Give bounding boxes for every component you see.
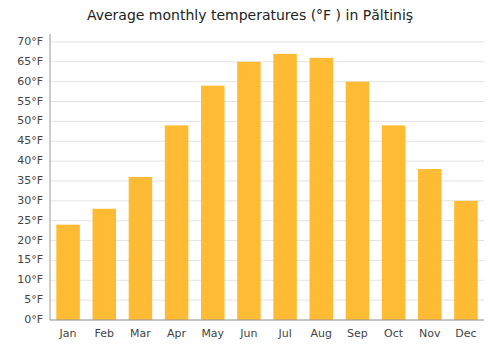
x-tick-label: Aug bbox=[311, 327, 332, 340]
x-tick-label: Jan bbox=[59, 327, 77, 340]
y-tick-label: 40°F bbox=[17, 154, 43, 167]
x-tick-label: Dec bbox=[455, 327, 476, 340]
bar bbox=[201, 86, 225, 320]
y-tick-label: 55°F bbox=[17, 95, 43, 108]
bar bbox=[273, 54, 297, 320]
x-tick-label: May bbox=[201, 327, 224, 340]
x-tick-label: Jun bbox=[239, 327, 257, 340]
grid-line bbox=[50, 121, 484, 122]
bar bbox=[165, 125, 189, 320]
bar bbox=[237, 62, 261, 320]
y-tick-label: 35°F bbox=[17, 174, 43, 187]
y-tick-label: 10°F bbox=[17, 273, 43, 286]
grid-line bbox=[50, 61, 484, 62]
y-tick-label: 0°F bbox=[24, 313, 43, 326]
grid bbox=[50, 42, 484, 320]
x-axis-line bbox=[50, 320, 484, 321]
x-tick-label: Apr bbox=[167, 327, 187, 340]
x-tick-label: Oct bbox=[384, 327, 404, 340]
bar bbox=[56, 225, 80, 320]
title: Average monthly temperatures (°F ) in Pă… bbox=[87, 7, 413, 23]
bar bbox=[346, 82, 370, 320]
y-tick-label: 45°F bbox=[17, 134, 43, 147]
y-tick-label: 50°F bbox=[17, 114, 43, 127]
y-axis-line bbox=[50, 34, 51, 320]
x-tick-label: Nov bbox=[419, 327, 441, 340]
grid-line bbox=[50, 161, 484, 162]
y-tick-label: 20°F bbox=[17, 234, 43, 247]
y-tick-label: 65°F bbox=[17, 55, 43, 68]
grid-line bbox=[50, 41, 484, 42]
grid-line bbox=[50, 101, 484, 102]
y-tick-label: 30°F bbox=[17, 194, 43, 207]
y-tick-label: 5°F bbox=[24, 293, 43, 306]
bar bbox=[92, 209, 116, 320]
chart: 0°F 5°F 10°F 15°F 20°F 25°F 30°F 35°F 40°F 45°F 50… bbox=[0, 0, 500, 350]
bars bbox=[56, 54, 477, 320]
y-tick-label: 25°F bbox=[17, 214, 43, 227]
x-axis: Jan Feb Mar Apr May Jun Jul Aug Sep Oct Nov Dec bbox=[50, 320, 484, 340]
grid-line bbox=[50, 141, 484, 142]
grid-line bbox=[50, 320, 484, 321]
grid-line bbox=[50, 81, 484, 82]
y-tick-label: 60°F bbox=[17, 75, 43, 88]
bar bbox=[309, 58, 333, 320]
y-tick-label: 70°F bbox=[17, 35, 43, 48]
y-axis: 0°F 5°F 10°F 15°F 20°F 25°F 30°F 35°F 40°F 45°F 50… bbox=[17, 34, 50, 326]
y-tick-label: 15°F bbox=[17, 253, 43, 266]
bar bbox=[382, 125, 406, 320]
x-tick-label: Mar bbox=[130, 327, 151, 340]
bar bbox=[454, 201, 478, 320]
bar bbox=[418, 169, 442, 320]
x-tick-label: Sep bbox=[347, 327, 368, 340]
x-tick-label: Feb bbox=[95, 327, 114, 340]
bar bbox=[129, 177, 153, 320]
x-tick-label: Jul bbox=[277, 327, 291, 340]
